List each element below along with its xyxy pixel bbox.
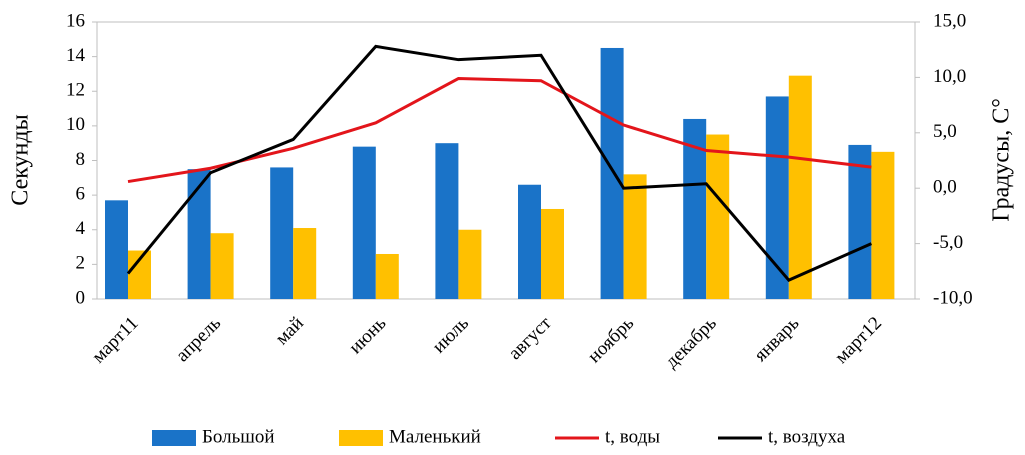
bar (128, 250, 151, 299)
x-tick-label: март11 (88, 313, 143, 368)
legend-swatch (152, 430, 196, 446)
x-tick-label: июль (428, 313, 473, 358)
bar (352, 146, 376, 299)
bar (765, 96, 789, 299)
bar (270, 167, 294, 299)
y2-axis-title: Градусы, С° (989, 98, 1015, 222)
bar (105, 200, 128, 299)
y-tick-label: 4 (76, 218, 86, 239)
x-tick-label: март12 (831, 313, 886, 368)
legend-swatch (339, 430, 383, 446)
bar (623, 174, 647, 299)
x-tick-label: апрель (172, 313, 226, 367)
y2-tick-label: 0,0 (933, 177, 957, 198)
bar (848, 144, 872, 299)
x-tick-label: август (504, 312, 556, 364)
x-tick-label: июнь (345, 313, 391, 359)
y2-tick-label: 15,0 (933, 10, 966, 31)
y2-tick-label: 10,0 (933, 66, 966, 87)
x-tick-label: май (271, 313, 307, 349)
line (127, 76, 872, 184)
bar (706, 134, 730, 299)
legend-label: Маленький (389, 426, 481, 447)
x-tick-label: ноябрь (584, 313, 639, 368)
y2-tick-label: 5,0 (933, 121, 957, 142)
bar (871, 151, 895, 299)
bar (788, 75, 812, 299)
y-tick-label: 6 (76, 183, 86, 204)
x-tick-label: декабрь (661, 313, 721, 373)
y2-tick-label: -5,0 (933, 232, 963, 253)
bar (518, 184, 541, 299)
bar (683, 118, 707, 299)
legend-label: t, воды (605, 426, 660, 447)
bar (458, 229, 482, 299)
y-tick-label: 16 (66, 10, 85, 31)
line (126, 44, 873, 282)
y2-tick-label: -10,0 (933, 287, 973, 308)
y-tick-label: 0 (76, 287, 86, 308)
y-tick-label: 8 (76, 149, 86, 170)
bar (375, 253, 399, 299)
legend-label: t, воздуха (768, 426, 846, 447)
bar (541, 208, 564, 299)
legend-label: Большой (202, 426, 275, 447)
y-tick-label: 10 (66, 114, 85, 135)
bar (187, 169, 211, 299)
y-axis-title: Секунды (8, 114, 34, 205)
y-tick-label: 14 (66, 45, 86, 66)
bar (210, 233, 234, 299)
bar (600, 47, 624, 299)
y-tick-label: 12 (66, 80, 85, 101)
bar (435, 143, 459, 299)
bar (293, 228, 317, 299)
x-tick-label: январь (750, 313, 803, 366)
y-tick-label: 2 (76, 253, 86, 274)
